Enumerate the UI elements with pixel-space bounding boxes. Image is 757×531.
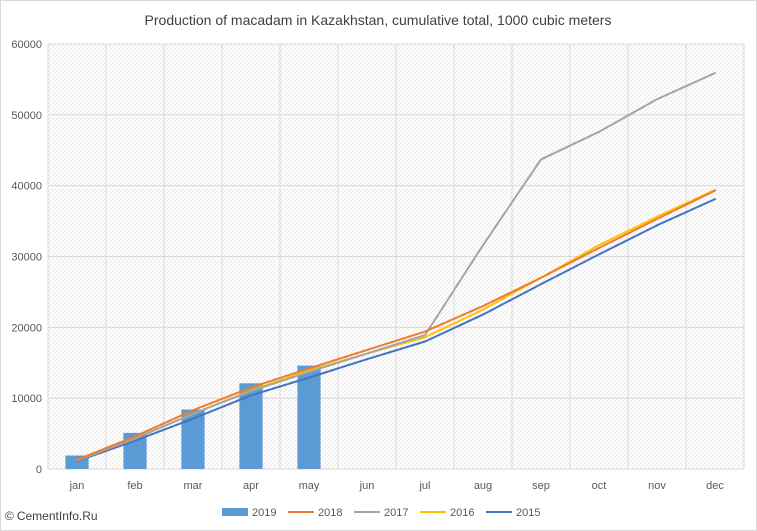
legend: 2019 2018 2017 2016 2015 <box>222 507 540 519</box>
legend-item-2019: 2019 <box>222 507 276 519</box>
copyright-symbol: © <box>5 509 14 523</box>
legend-item-2015: 2015 <box>486 507 540 519</box>
line-series-2018 <box>76 189 716 461</box>
legend-swatch <box>222 508 248 516</box>
x-tick-label: jan <box>69 480 85 492</box>
bar-2019-apr <box>239 383 263 469</box>
x-tick-label: sep <box>532 480 550 492</box>
y-tick-label: 60000 <box>11 39 42 51</box>
legend-label: 2016 <box>450 507 474 519</box>
y-tick-label: 30000 <box>11 252 42 264</box>
y-axis: 0 10000 20000 30000 40000 50000 60000 <box>11 39 42 476</box>
y-tick-label: 20000 <box>11 322 42 334</box>
x-tick-label: oct <box>592 480 607 492</box>
bar-2019-mar <box>181 409 205 469</box>
legend-label: 2019 <box>252 507 276 519</box>
x-tick-label: jul <box>418 480 430 492</box>
legend-label: 2018 <box>318 507 342 519</box>
x-tick-label: aug <box>474 480 492 492</box>
y-tick-label: 10000 <box>11 393 42 405</box>
legend-label: 2015 <box>516 507 540 519</box>
bar-2019-may <box>297 365 321 469</box>
x-tick-label: feb <box>127 480 142 492</box>
legend-item-2016: 2016 <box>420 507 474 519</box>
x-tick-label: mar <box>184 480 203 492</box>
legend-item-2017: 2017 <box>354 507 408 519</box>
line-series-2015 <box>76 198 716 463</box>
x-tick-label: nov <box>648 480 666 492</box>
x-tick-label: may <box>299 480 320 492</box>
line-series-2017 <box>76 72 716 462</box>
credit-text: CementInfo.Ru <box>16 509 98 523</box>
x-tick-label: apr <box>243 480 259 492</box>
legend-item-2018: 2018 <box>288 507 342 519</box>
x-tick-label: dec <box>706 480 724 492</box>
y-tick-label: 50000 <box>11 110 42 122</box>
legend-label: 2017 <box>384 507 408 519</box>
line-series-layer <box>76 72 716 463</box>
source-credit: © CementInfo.Ru <box>5 509 98 523</box>
y-tick-label: 0 <box>36 464 42 476</box>
x-tick-label: jun <box>359 480 375 492</box>
chart-title: Production of macadam in Kazakhstan, cum… <box>145 12 612 28</box>
y-tick-label: 40000 <box>11 181 42 193</box>
x-axis: jan feb mar apr may jun jul aug sep oct nov dec <box>69 480 725 492</box>
